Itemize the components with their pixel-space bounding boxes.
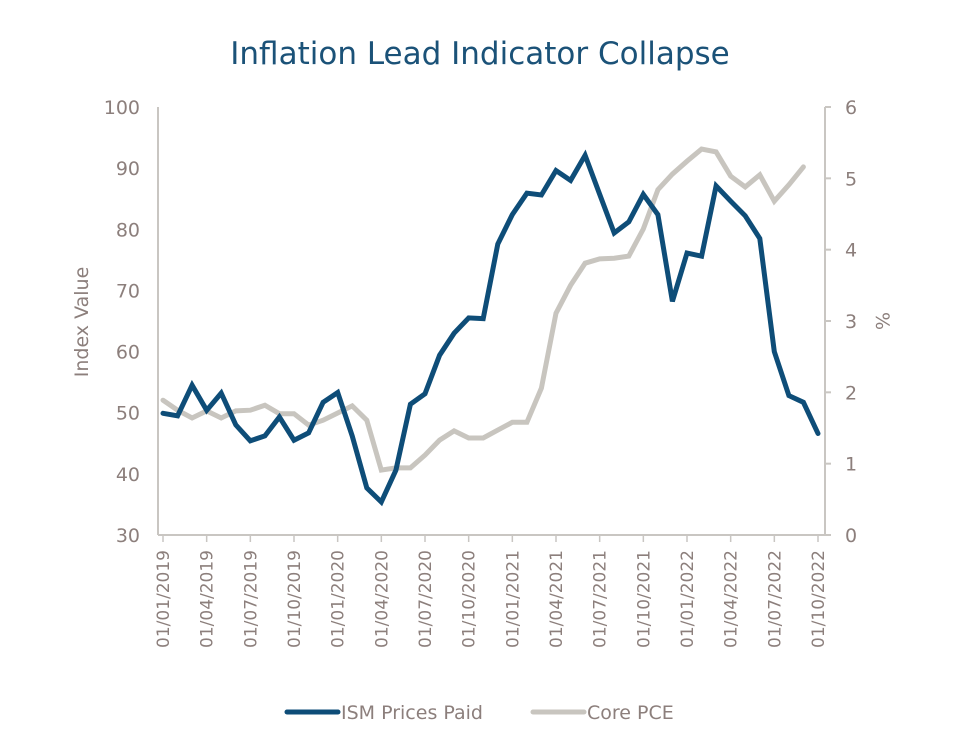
x-tick-label: 01/01/2022 bbox=[678, 550, 698, 648]
y2-tick-label: 2 bbox=[845, 382, 857, 404]
y-tick-label: 50 bbox=[116, 403, 140, 425]
x-tick-label: 01/07/2020 bbox=[416, 550, 436, 648]
y-tick-label: 100 bbox=[104, 97, 140, 119]
y2-tick-label: 4 bbox=[845, 240, 857, 262]
y2-tick-label: 3 bbox=[845, 311, 857, 333]
legend: ISM Prices Paid Core PCE bbox=[284, 702, 674, 724]
right-axis-ticks: 6 5 4 3 2 1 0 bbox=[825, 97, 857, 547]
y-tick-label: 70 bbox=[116, 280, 140, 302]
legend-label-ism: ISM Prices Paid bbox=[341, 702, 483, 724]
y-tick-label: 90 bbox=[116, 158, 140, 180]
y-tick-label: 60 bbox=[116, 342, 140, 364]
x-tick-label: 01/04/2021 bbox=[547, 550, 567, 648]
chart-title: Inflation Lead Indicator Collapse bbox=[230, 36, 729, 72]
series-group bbox=[160, 146, 821, 507]
legend-item-core-pce[interactable]: Core PCE bbox=[530, 702, 674, 724]
x-tick-label: 01/07/2022 bbox=[765, 550, 785, 648]
y2-axis-label: % bbox=[871, 312, 893, 330]
y2-tick-label: 6 bbox=[845, 97, 857, 119]
x-tick-label: 01/10/2019 bbox=[285, 550, 305, 648]
x-tick-label: 01/01/2020 bbox=[329, 550, 349, 648]
y-tick-label: 40 bbox=[116, 464, 140, 486]
x-tick-label: 01/04/2022 bbox=[722, 550, 742, 648]
left-axis-ticks: 100 90 80 70 60 50 40 30 bbox=[104, 97, 140, 547]
x-tick-label: 01/04/2020 bbox=[372, 550, 392, 648]
x-tick-label: 01/07/2019 bbox=[241, 550, 261, 648]
x-tick-label: 01/01/2021 bbox=[503, 550, 523, 648]
y-tick-label: 80 bbox=[116, 219, 140, 241]
legend-item-ism[interactable]: ISM Prices Paid bbox=[284, 702, 483, 724]
y2-tick-label: 5 bbox=[845, 168, 857, 190]
series-line-ism-prices-paid bbox=[160, 149, 821, 507]
y-tick-label: 30 bbox=[116, 525, 140, 547]
x-tick-label: 01/10/2020 bbox=[460, 550, 480, 648]
x-tick-label: 01/04/2019 bbox=[198, 550, 218, 648]
x-axis-ticks: 01/01/2019 01/04/2019 01/07/2019 01/10/2019… bbox=[154, 535, 829, 648]
legend-label-core-pce: Core PCE bbox=[587, 702, 674, 724]
x-tick-label: 01/10/2022 bbox=[809, 550, 829, 648]
x-tick-label: 01/10/2021 bbox=[634, 550, 654, 648]
y2-tick-label: 0 bbox=[845, 525, 857, 547]
y2-tick-label: 1 bbox=[845, 454, 857, 476]
y-axis-label: Index Value bbox=[71, 267, 93, 378]
x-tick-label: 01/01/2019 bbox=[154, 550, 174, 648]
x-tick-label: 01/07/2021 bbox=[591, 550, 611, 648]
